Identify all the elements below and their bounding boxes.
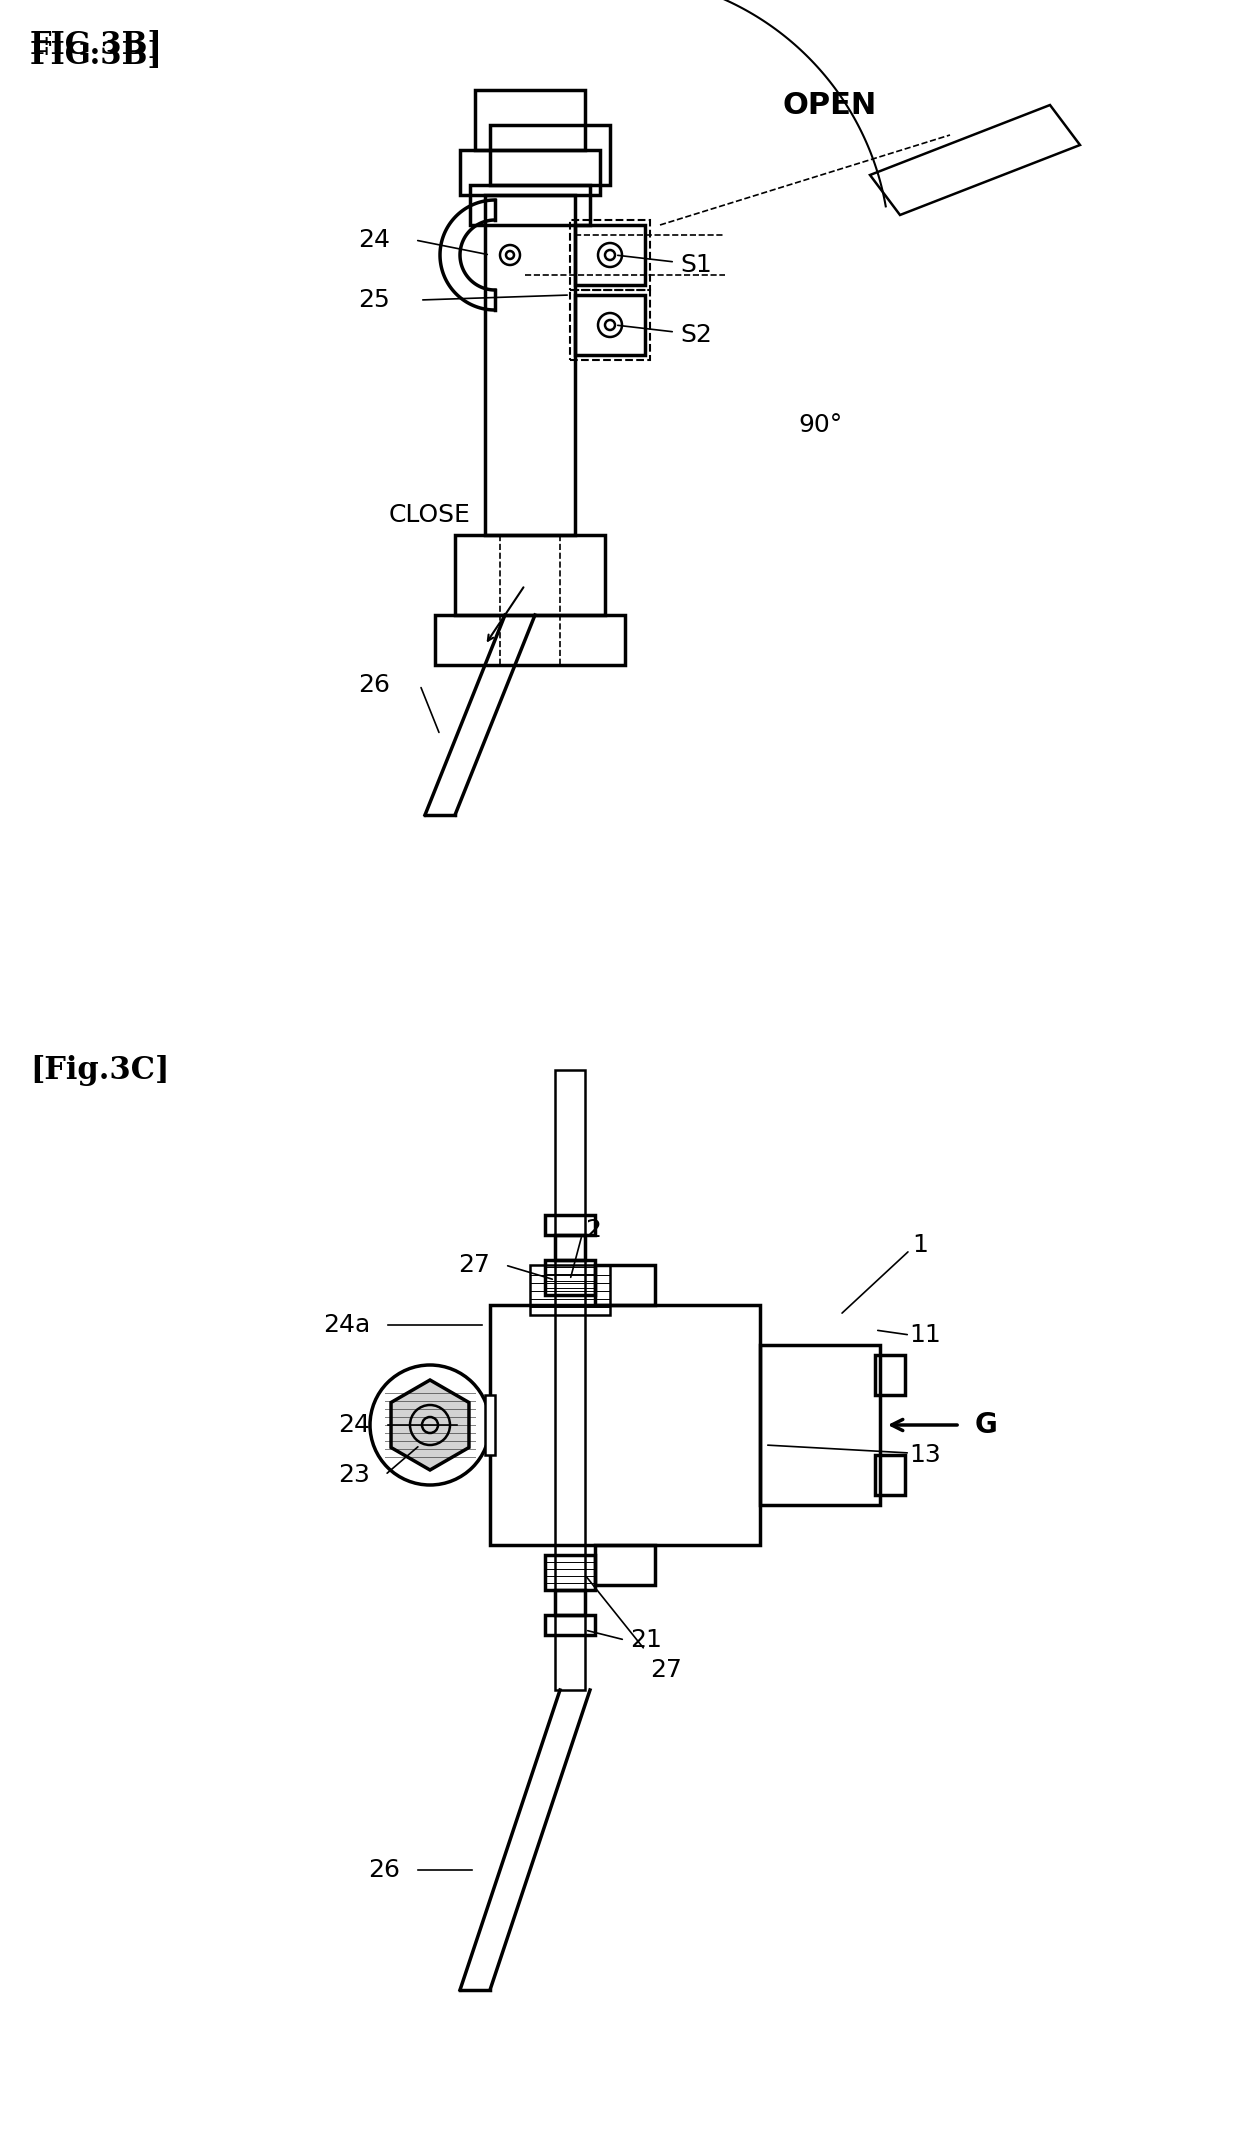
- Text: 11: 11: [909, 1323, 941, 1347]
- Text: 2: 2: [585, 1218, 601, 1241]
- Bar: [485, 1394, 495, 1455]
- Bar: [570, 220, 650, 291]
- Text: OPEN: OPEN: [782, 91, 877, 119]
- Bar: [546, 1556, 595, 1590]
- Bar: [595, 1545, 655, 1584]
- Text: 26: 26: [368, 1858, 401, 1881]
- Bar: [529, 1265, 610, 1315]
- Text: [Fig.3C]: [Fig.3C]: [30, 1056, 170, 1086]
- Bar: [575, 295, 645, 356]
- Bar: [490, 125, 610, 185]
- Bar: [556, 1590, 585, 1614]
- Text: S1: S1: [680, 252, 712, 278]
- Bar: [556, 1071, 585, 1690]
- Text: G: G: [975, 1412, 998, 1440]
- Text: 90°: 90°: [797, 414, 842, 437]
- Text: FIG.3B]: FIG.3B]: [30, 30, 162, 60]
- Text: 1: 1: [913, 1233, 928, 1256]
- Bar: [575, 224, 645, 284]
- Text: CLOSE: CLOSE: [389, 502, 471, 528]
- Bar: [485, 194, 575, 534]
- Text: 23: 23: [339, 1463, 370, 1487]
- Text: 13: 13: [909, 1444, 941, 1468]
- Text: 24: 24: [339, 1414, 370, 1437]
- Bar: [460, 151, 600, 194]
- Text: 21: 21: [630, 1627, 662, 1653]
- Bar: [470, 185, 590, 224]
- Bar: [556, 1235, 585, 1261]
- Text: 27: 27: [650, 1657, 682, 1683]
- Bar: [570, 291, 650, 360]
- Text: 24: 24: [358, 228, 391, 252]
- Bar: [546, 1614, 595, 1636]
- Bar: [475, 91, 585, 151]
- Bar: [595, 1265, 655, 1306]
- Text: 27: 27: [458, 1252, 490, 1278]
- Bar: [546, 1215, 595, 1235]
- Bar: [875, 1455, 905, 1496]
- Text: 26: 26: [358, 672, 391, 696]
- Bar: [546, 1261, 595, 1295]
- Bar: [760, 1345, 880, 1504]
- Bar: [455, 534, 605, 614]
- Text: 24a: 24a: [322, 1312, 370, 1336]
- Polygon shape: [391, 1379, 469, 1470]
- Bar: [490, 1306, 760, 1545]
- Text: 25: 25: [358, 289, 391, 312]
- Bar: [875, 1355, 905, 1394]
- Text: FIG.3B]: FIG.3B]: [30, 41, 162, 71]
- Bar: [435, 614, 625, 666]
- Polygon shape: [870, 106, 1080, 216]
- Text: S2: S2: [680, 323, 712, 347]
